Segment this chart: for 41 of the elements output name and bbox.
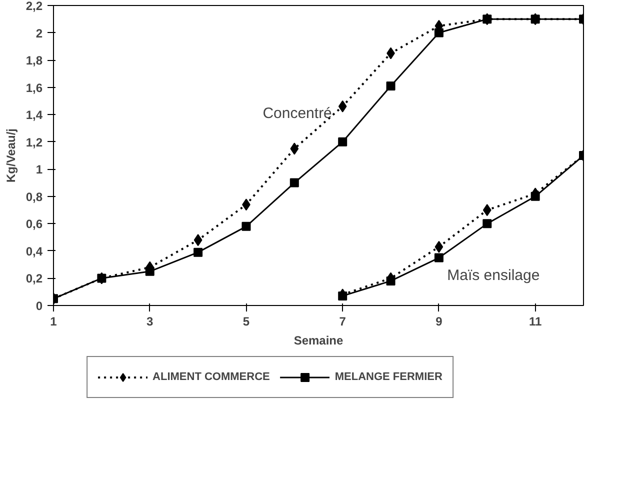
point [194,248,203,257]
annotation: Maïs ensilage [447,267,540,284]
point [338,291,348,300]
x-tick-label: 1 [50,314,58,328]
point [338,137,348,146]
point [386,81,396,90]
point [482,219,492,228]
y-tick-label: 0,2 [26,272,43,286]
point [434,240,444,253]
y-tick-label: 1,8 [26,54,43,68]
annotation: Concentré [262,105,332,122]
x-axis-title: Semaine [294,334,344,348]
legend-label: ALIMENT COMMERCE [152,371,270,383]
point [290,178,299,188]
x-tick-label: 7 [339,314,346,328]
x-tick-label: 5 [242,314,250,328]
point [434,253,444,262]
y-tick-label: 0,8 [26,190,43,204]
point [338,100,347,112]
x-tick-label: 3 [146,314,154,328]
point [242,222,251,231]
x-tick-label: 9 [436,314,443,328]
point [530,192,540,201]
point [194,234,202,246]
legend-label: MELANGE FERMIER [334,371,442,383]
y-tick-label: 0,6 [26,217,43,232]
point [290,142,299,155]
y-tick-label: 1 [36,162,43,177]
y-tick-label: 2,2 [26,0,43,13]
y-tick-label: 1,4 [26,108,43,122]
x-tick-label: 11 [528,314,542,328]
y-axis-title: Kg/Veau/j [4,128,18,183]
point [482,204,492,216]
point [434,28,444,38]
y-tick-label: 0,4 [26,244,43,258]
y-tick-label: 2 [36,26,43,40]
y-tick-label: 1,2 [26,135,43,150]
point [145,266,154,276]
point [386,276,396,286]
y-tick-label: 0 [36,299,43,313]
y-tick-label: 1,6 [26,80,43,95]
